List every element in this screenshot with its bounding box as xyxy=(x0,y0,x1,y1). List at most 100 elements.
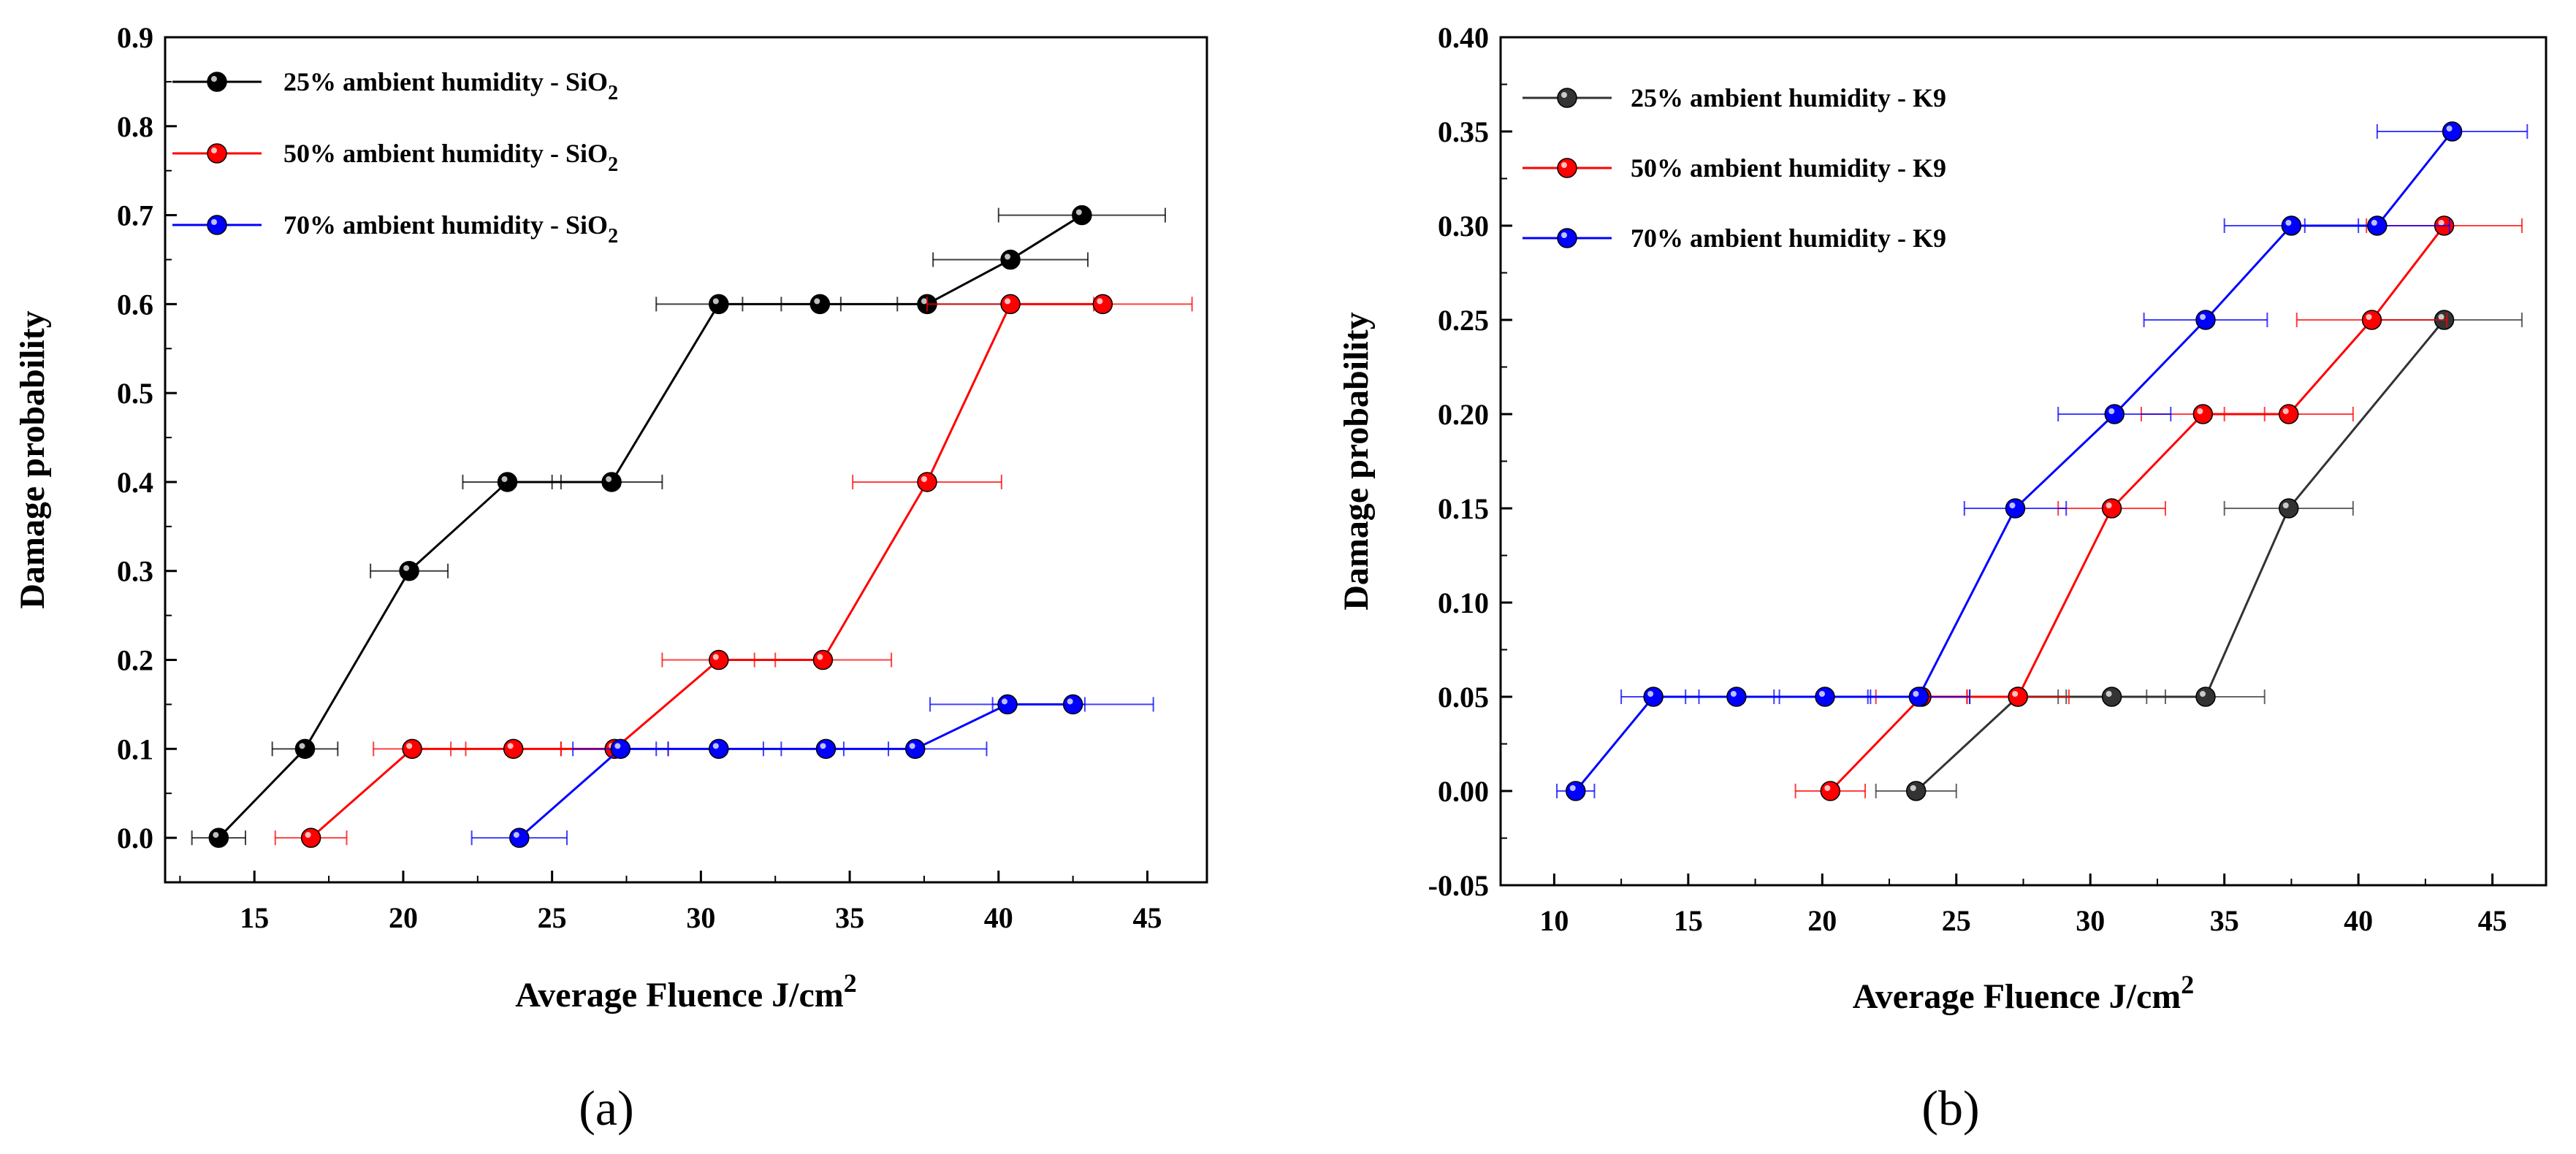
data-point-highlight xyxy=(2438,314,2444,320)
data-point-highlight xyxy=(2371,220,2377,226)
data-point-highlight xyxy=(2197,408,2203,414)
data-point-highlight xyxy=(1097,298,1103,305)
data-point-highlight xyxy=(712,298,719,305)
y-tick-label: 0.2 xyxy=(117,644,153,677)
data-point xyxy=(503,738,524,760)
legend-marker-highlight xyxy=(211,148,217,153)
data-point xyxy=(2008,687,2028,707)
data-point xyxy=(2101,687,2122,707)
data-point-highlight xyxy=(406,743,413,749)
x-tick-label: 25 xyxy=(1942,904,1971,937)
y-tick-label: 0.9 xyxy=(117,21,153,54)
data-point xyxy=(1072,205,1092,226)
legend-label: 25% ambient humidity - SiO2 xyxy=(283,67,618,104)
x-tick-label: 40 xyxy=(984,901,1013,934)
y-tick-label: 0.35 xyxy=(1438,115,1489,148)
data-point-highlight xyxy=(820,743,826,749)
legend-label: 25% ambient humidity - K9 xyxy=(1631,83,1946,112)
panel-label: (b) xyxy=(1921,1080,1979,1136)
data-point-highlight xyxy=(921,298,928,305)
y-tick-label: 0.6 xyxy=(117,288,153,321)
legend-marker xyxy=(1557,158,1577,178)
x-tick-label: 40 xyxy=(2344,904,2373,937)
data-point xyxy=(1820,781,1841,801)
data-point-highlight xyxy=(817,654,823,660)
data-point xyxy=(300,828,321,848)
chart-panel-a: 15 20 25 30 35 40 45 0.0 0.1 0.2 0.3 0.4 0.5 0.6 0.7 0.… xyxy=(13,21,1208,1136)
data-point xyxy=(1726,687,1747,707)
data-point xyxy=(1000,294,1021,315)
y-tick-label: 0.5 xyxy=(117,377,153,410)
data-point xyxy=(815,738,837,760)
y-tick-label: 0.10 xyxy=(1438,586,1489,619)
data-point-highlight xyxy=(403,565,410,571)
y-tick-label: 0.1 xyxy=(117,733,153,765)
legend-label-text: 70% ambient humidity - K9 xyxy=(1631,223,1946,253)
data-point-highlight xyxy=(814,298,820,305)
x-tick-label: 15 xyxy=(1674,904,1703,937)
data-point xyxy=(601,472,622,492)
y-tick-label: 0.4 xyxy=(117,466,153,499)
y-tick-label: 0.20 xyxy=(1438,398,1489,431)
y-tick-label: 0.05 xyxy=(1438,681,1489,714)
data-point xyxy=(1092,294,1113,315)
data-point-highlight xyxy=(614,743,621,749)
legend-marker-highlight xyxy=(1561,232,1567,238)
x-tick-label: 10 xyxy=(1539,904,1569,937)
data-point xyxy=(2281,215,2302,236)
data-point-highlight xyxy=(2106,503,2112,508)
data-point-highlight xyxy=(2438,220,2444,226)
data-point-highlight xyxy=(299,743,305,749)
legend-marker xyxy=(207,143,227,164)
x-tick-label: 20 xyxy=(389,901,418,934)
data-point xyxy=(2101,498,2122,519)
data-point xyxy=(399,560,419,581)
data-point xyxy=(1905,781,1927,801)
legend-label-text: 50% ambient humidity - K9 xyxy=(1631,153,1946,183)
y-axis-title: Damage probability xyxy=(13,310,52,608)
data-point xyxy=(997,694,1018,715)
data-point xyxy=(1000,249,1021,270)
data-point xyxy=(402,738,422,760)
data-point-highlight xyxy=(1730,691,1737,697)
data-point-highlight xyxy=(712,654,719,660)
data-point xyxy=(2192,404,2214,424)
data-point xyxy=(2442,121,2463,142)
data-point-highlight xyxy=(1913,691,1919,697)
data-point-highlight xyxy=(1569,785,1576,791)
data-point-highlight xyxy=(1005,298,1011,305)
data-point xyxy=(709,649,729,670)
data-point-highlight xyxy=(305,832,311,838)
x-tick-label: 45 xyxy=(1133,901,1162,934)
data-point-highlight xyxy=(712,743,719,749)
y-tick-label: 0.00 xyxy=(1438,775,1489,808)
data-point xyxy=(294,738,316,760)
data-point xyxy=(709,294,729,315)
y-tick-label: 0.30 xyxy=(1438,210,1489,242)
x-tick-label: 30 xyxy=(686,901,715,934)
legend-label: 50% ambient humidity - SiO2 xyxy=(283,139,618,176)
data-point xyxy=(812,649,834,670)
data-point-highlight xyxy=(2012,691,2019,697)
data-point-highlight xyxy=(1005,253,1011,260)
legend-marker-highlight xyxy=(1561,162,1567,168)
series-3 xyxy=(1556,121,2529,801)
legend-marker xyxy=(1557,88,1577,108)
legend-label-subscript: 2 xyxy=(608,153,618,176)
y-tick-label: 0.0 xyxy=(117,822,153,855)
data-point xyxy=(2367,215,2388,236)
legend-label-subscript: 2 xyxy=(608,82,618,104)
legend-marker xyxy=(207,72,227,92)
data-point xyxy=(1062,694,1083,715)
data-point xyxy=(709,738,729,760)
x-axis-title-text: Average Fluence J/cm xyxy=(515,976,844,1014)
x-axis-title-superscript: 2 xyxy=(844,968,857,998)
data-point-highlight xyxy=(2108,408,2115,414)
chart-panel-b: 10 15 20 25 30 35 40 45 -0.05 0.00 0.05 0.10 0.15 0.2… xyxy=(1337,21,2548,1136)
data-point-highlight xyxy=(213,832,219,838)
legend-label: 50% ambient humidity - K9 xyxy=(1631,153,1946,183)
data-point-highlight xyxy=(606,475,612,482)
y-tick-label: 0.15 xyxy=(1438,492,1489,525)
x-axis-title: Average Fluence J/cm2 xyxy=(515,968,857,1014)
data-point-highlight xyxy=(2200,691,2206,697)
